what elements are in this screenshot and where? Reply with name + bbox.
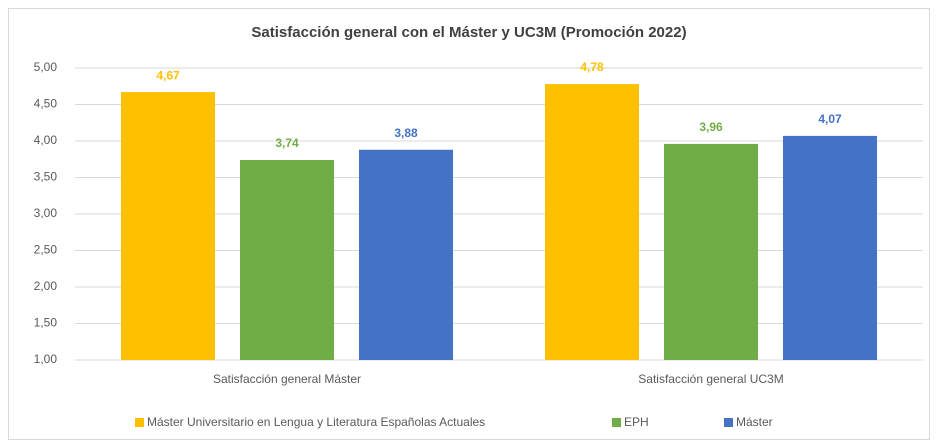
y-tick-label: 4,50 [34,97,58,111]
value-label: 4,07 [818,112,842,126]
y-tick-label: 1,50 [34,316,58,330]
bar [545,84,639,360]
bar [121,92,215,360]
legend-label: EPH [624,415,649,429]
x-tick-label: Satisfacción general UC3M [638,372,783,386]
legend-swatch [135,418,144,427]
y-tick-label: 3,50 [34,170,58,184]
chart-title: Satisfacción general con el Máster y UC3… [251,24,686,41]
y-tick-label: 2,00 [34,279,58,293]
y-tick-label: 4,00 [34,133,58,147]
value-label: 3,96 [699,120,723,134]
y-tick-label: 2,50 [34,243,58,257]
legend-label: Máster Universitario en Lengua y Literat… [147,415,485,429]
y-tick-label: 3,00 [34,206,58,220]
x-tick-label: Satisfacción general Máster [213,372,361,386]
y-tick-label: 5,00 [34,60,58,74]
bar [664,143,758,360]
bar [359,149,453,360]
value-label: 4,67 [156,68,180,82]
value-label: 3,88 [394,126,418,140]
value-label: 3,74 [275,136,299,150]
value-label: 4,78 [580,60,604,74]
legend-swatch [724,418,733,427]
bar [240,159,334,360]
legend-label: Máster [736,415,773,429]
y-tick-label: 1,00 [34,352,58,366]
legend-swatch [612,418,621,427]
bar [783,135,877,360]
